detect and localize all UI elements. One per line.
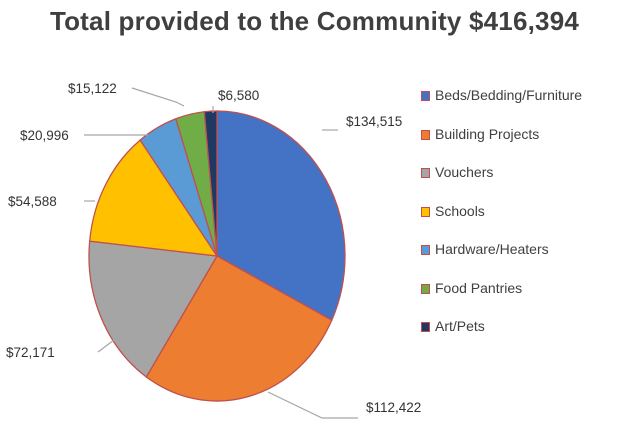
legend-label: Vouchers bbox=[435, 164, 494, 180]
pie-slice-schools bbox=[88, 139, 219, 257]
legend-swatch bbox=[421, 322, 430, 332]
data-label-building-projects: $112,422 bbox=[366, 400, 421, 415]
pie-slice-building-projects bbox=[145, 255, 333, 402]
pie-slice-vouchers bbox=[88, 240, 219, 378]
data-label-hardware-heaters: $20,996 bbox=[20, 128, 69, 143]
legend-label: Art/Pets bbox=[435, 318, 485, 334]
leader-line-building-projects bbox=[267, 391, 358, 419]
legend-swatch bbox=[421, 168, 430, 178]
legend-swatch bbox=[421, 245, 430, 255]
legend-swatch bbox=[421, 91, 430, 101]
legend-label: Food Pantries bbox=[435, 279, 523, 296]
pie-slice-beds-bedding-furniture bbox=[216, 110, 346, 322]
legend-label: Beds/Bedding/Furniture bbox=[435, 87, 583, 103]
legend-label: Hardware/Heaters bbox=[435, 241, 549, 257]
legend-label: Schools bbox=[435, 202, 485, 219]
legend-swatch bbox=[421, 129, 430, 140]
pie-slice-art-pets bbox=[203, 110, 218, 257]
data-label-schools: $54,588 bbox=[8, 194, 57, 209]
data-label-beds-bedding-furniture: $134,515 bbox=[346, 114, 402, 129]
data-label-food-pantries: $15,122 bbox=[68, 81, 117, 96]
data-label-art-pets: $6,580 bbox=[218, 88, 259, 103]
legend-swatch bbox=[421, 206, 430, 217]
chart-title: Total provided to the Community $416,394 bbox=[49, 6, 580, 36]
leader-line-food-pantries bbox=[131, 87, 185, 107]
data-label-vouchers: $72,171 bbox=[6, 345, 55, 360]
legend-swatch bbox=[421, 283, 430, 294]
leader-line-vouchers bbox=[97, 339, 115, 353]
legend-label: Building Projects bbox=[435, 125, 540, 142]
